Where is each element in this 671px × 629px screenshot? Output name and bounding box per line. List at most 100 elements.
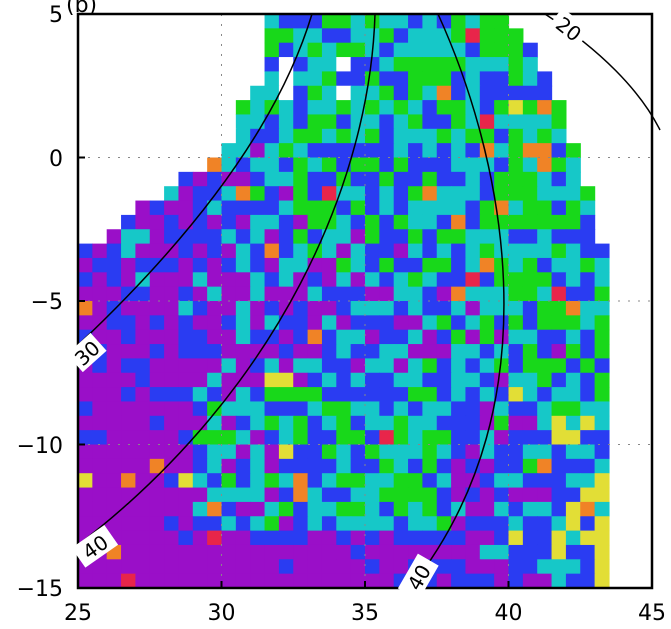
heatmap-cell [92,573,108,589]
heatmap-cell [494,487,510,503]
heatmap-cell [436,143,452,159]
heatmap-cell [393,358,409,374]
heatmap-cell [121,530,136,546]
heatmap-cell [350,544,366,560]
heatmap-cell [278,57,294,72]
heatmap-cell [451,544,467,560]
heatmap-cell [293,128,309,144]
heatmap-cell [494,229,510,245]
heatmap-cell [106,243,122,259]
heatmap-cell [522,358,538,374]
heatmap-cell [336,501,352,517]
heatmap-cell [436,85,452,101]
heatmap-cell [422,415,438,431]
heatmap-cell [422,430,438,446]
heatmap-cell [293,573,309,589]
heatmap-cell [178,171,194,187]
heatmap-cell [135,401,151,417]
heatmap-cell [465,14,481,29]
heatmap-cell [106,458,122,474]
heatmap-cell [580,257,596,273]
heatmap-cell [465,71,481,87]
heatmap-cell [264,85,280,101]
heatmap-cell [451,257,467,273]
heatmap-cell [192,544,208,560]
heatmap-cell [250,487,266,503]
heatmap-cell [178,186,194,202]
heatmap-cells [78,14,610,589]
heatmap-cell [508,128,524,144]
heatmap-cell [207,415,223,431]
heatmap-cell [192,229,208,245]
heatmap-cell [393,444,409,460]
heatmap-cell [350,387,366,403]
heatmap-cell [293,401,309,417]
heatmap-cell [408,501,423,517]
heatmap-cell [408,344,423,359]
heatmap-cell [293,487,309,503]
heatmap-cell [106,415,122,431]
heatmap-cell [278,329,294,345]
heatmap-cell [422,114,438,130]
heatmap-cell [522,114,538,130]
heatmap-cell [293,71,309,87]
heatmap-cell [264,143,280,159]
heatmap-cell [250,430,266,446]
heatmap-cell [451,458,467,474]
heatmap-cell [365,143,380,159]
heatmap-cell [422,71,438,87]
heatmap-cell [379,214,395,230]
heatmap-cell [221,573,237,589]
heatmap-cell [365,401,380,417]
heatmap-cell [78,387,93,403]
heatmap-cell [221,171,237,187]
heatmap-cell [135,344,151,359]
heatmap-cell [336,473,352,489]
heatmap-cell [565,458,581,474]
heatmap-cell [451,444,467,460]
heatmap-cell [235,272,251,288]
heatmap-cell [565,157,581,173]
heatmap-cell [537,358,553,374]
heatmap-cell [106,401,122,417]
heatmap-cell [207,257,223,273]
heatmap-cell [436,171,452,187]
heatmap-cell [207,573,223,589]
heatmap-cell [92,473,108,489]
heatmap-cell [221,301,237,316]
heatmap-cell [121,444,136,460]
heatmap-cell [321,458,337,474]
heatmap-cell [551,530,567,546]
heatmap-cell [164,344,180,359]
heatmap-cell [149,473,165,489]
heatmap-cell [321,272,337,288]
heatmap-cell [451,114,467,130]
heatmap-cell [494,186,510,202]
heatmap-cell [307,186,323,202]
heatmap-cell [537,243,553,259]
heatmap-cell [422,272,438,288]
heatmap-cell [250,128,266,144]
heatmap-cell [135,544,151,560]
heatmap-cell [192,358,208,374]
heatmap-cell [565,243,581,259]
heatmap-cell [594,559,610,575]
heatmap-cell [278,573,294,589]
x-tick-label: 40 [495,601,523,626]
heatmap-cell [594,272,610,288]
heatmap-cell [235,315,251,331]
heatmap-cell [408,315,423,331]
heatmap-cell [408,28,423,44]
heatmap-cell [149,516,165,532]
heatmap-cell [393,372,409,388]
heatmap-cell [393,344,409,359]
heatmap-cell [278,200,294,216]
heatmap-cell [580,214,596,230]
heatmap-cell [235,143,251,159]
heatmap-cell [264,171,280,187]
heatmap-cell [451,28,467,44]
heatmap-cell [422,473,438,489]
heatmap-cell [207,501,223,517]
heatmap-cell [293,57,309,72]
heatmap-cell [508,229,524,245]
